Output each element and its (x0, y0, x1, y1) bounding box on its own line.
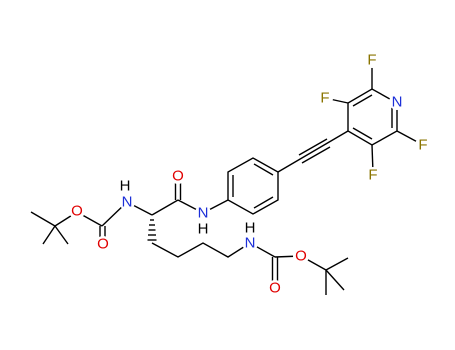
atom-label: F (367, 52, 376, 69)
atom-label: O (97, 236, 109, 253)
atom-label: O (295, 248, 307, 265)
bonds (30, 62, 424, 295)
atom-label: F (418, 137, 427, 154)
atom-label: N (392, 94, 403, 111)
atom-label: H (120, 178, 131, 195)
atom-label: O (172, 168, 184, 185)
atom-label: N (198, 205, 209, 222)
atom-label: H (245, 220, 256, 237)
atom-labels: F F N F F O H N O N H O H N O O (69, 52, 431, 297)
atom-label: H (198, 221, 209, 238)
atom-label: F (368, 167, 377, 184)
atom-label: O (71, 203, 83, 220)
atom-label: F (320, 90, 329, 107)
hashed-bond (147, 219, 157, 241)
atom-label: O (269, 280, 281, 297)
atom-label: N (245, 235, 256, 252)
atom-label: N (122, 194, 133, 211)
